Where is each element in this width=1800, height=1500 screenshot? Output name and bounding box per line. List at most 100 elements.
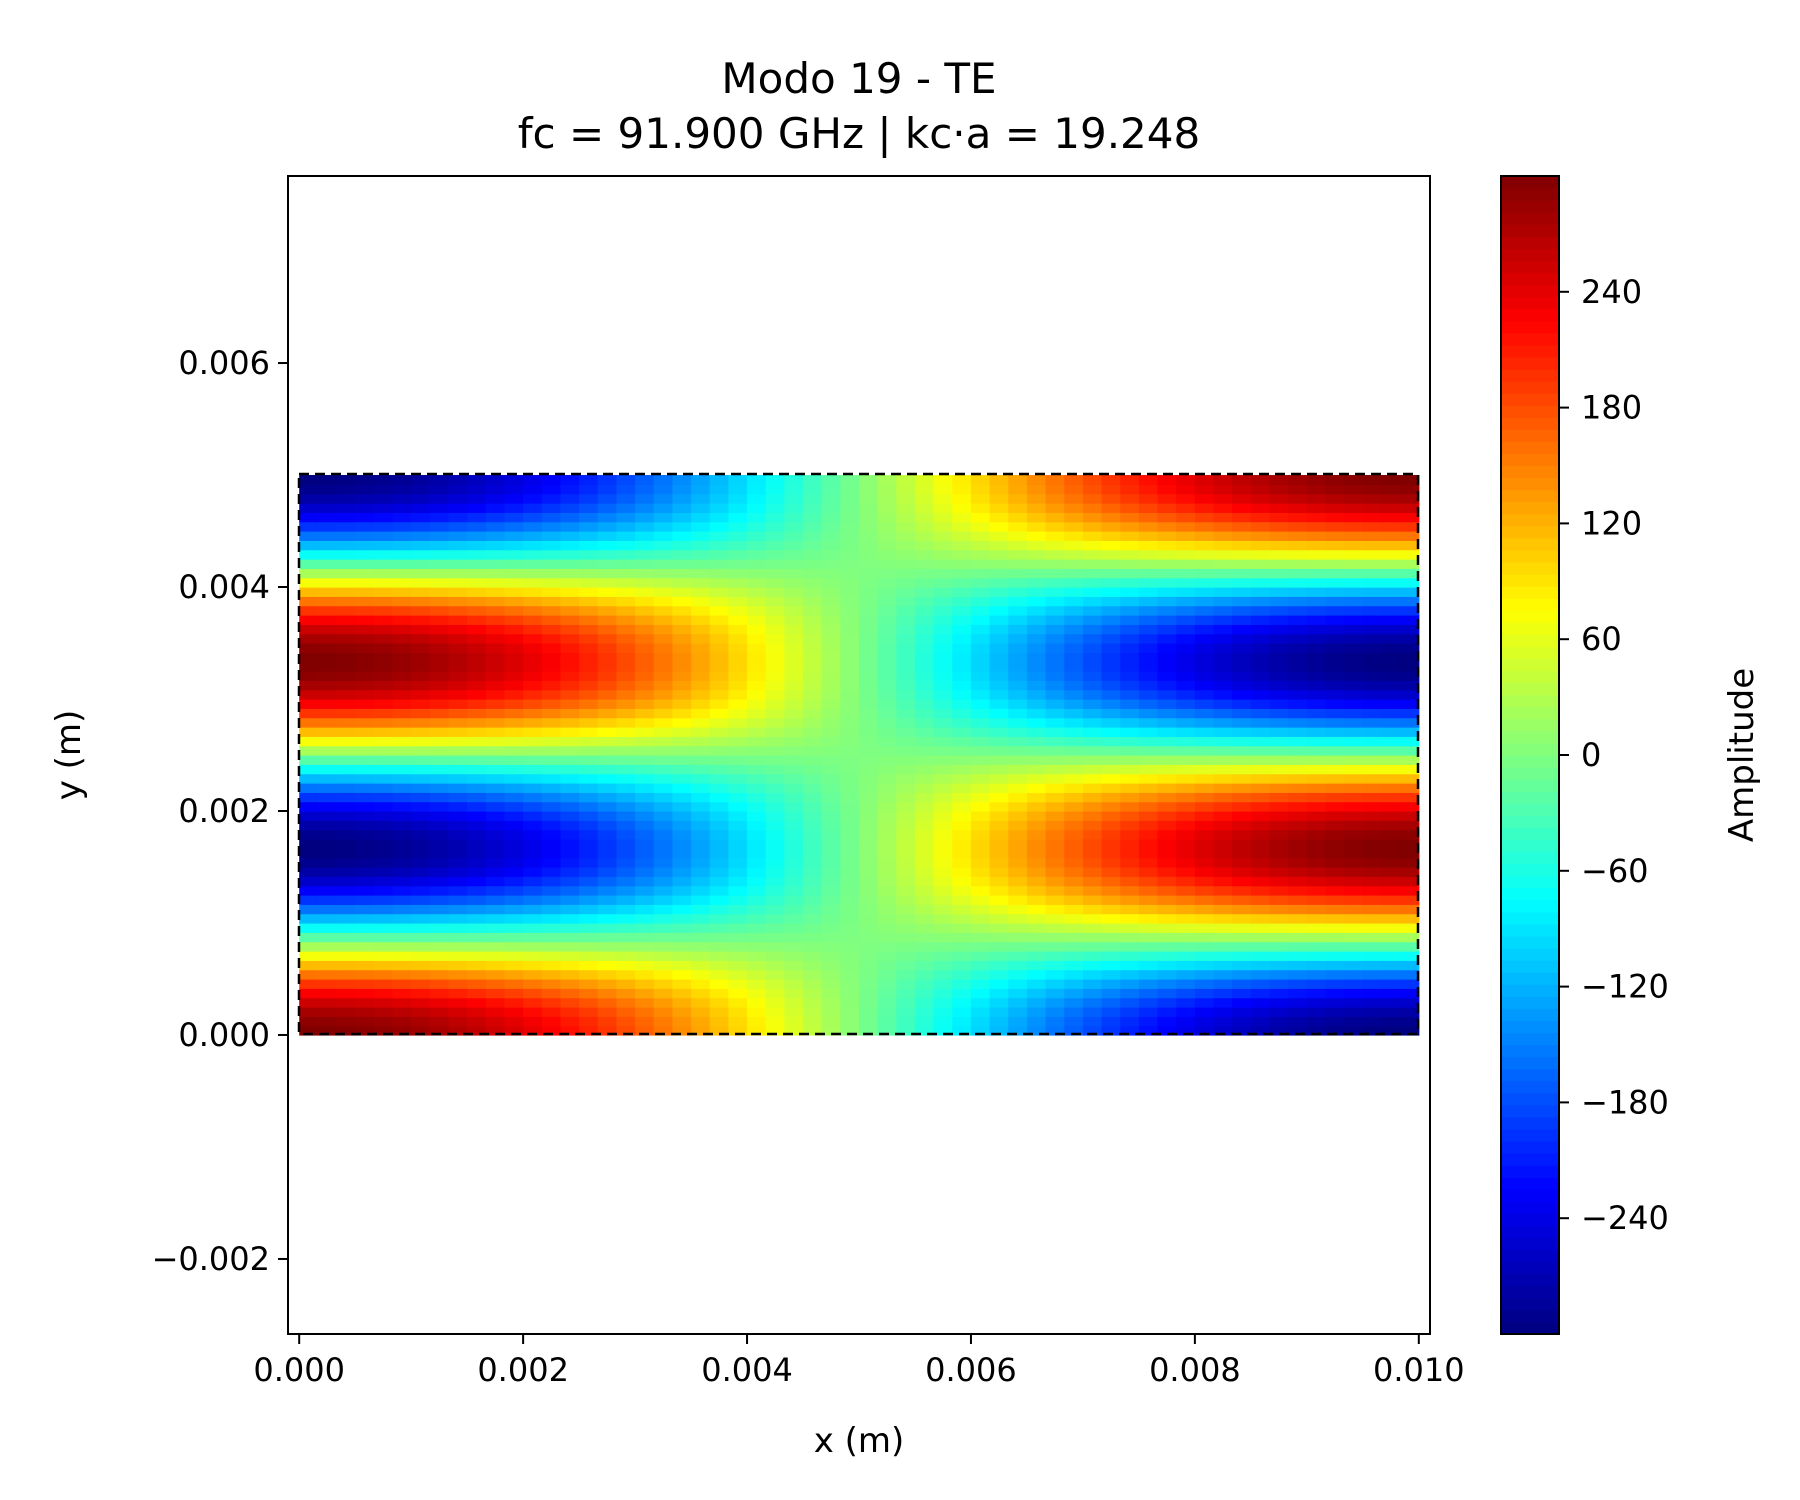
heatmap-cell — [429, 876, 450, 887]
heatmap-cell — [523, 801, 543, 812]
heatmap-cell — [1101, 615, 1121, 625]
heatmap-cell — [1325, 587, 1345, 597]
heatmap-cell — [1213, 969, 1233, 980]
heatmap-cell — [616, 643, 636, 653]
heatmap-cell — [1157, 922, 1177, 933]
heatmap-cell — [485, 699, 506, 709]
heatmap-cell — [970, 941, 991, 952]
colorbar-band — [1501, 1141, 1559, 1154]
heatmap-cell — [597, 960, 618, 971]
heatmap-cell — [933, 727, 953, 737]
heatmap-cell — [1213, 783, 1233, 793]
heatmap-cell — [1064, 960, 1084, 971]
heatmap-cell — [1045, 475, 1065, 485]
heatmap-cell — [1288, 885, 1308, 896]
heatmap-cell — [952, 615, 972, 625]
heatmap-cell — [1306, 531, 1327, 541]
heatmap-cell — [1344, 848, 1364, 859]
heatmap-cell — [914, 661, 935, 672]
heatmap-cell — [952, 941, 972, 952]
heatmap-cell — [560, 633, 580, 644]
colorbar-band — [1501, 501, 1559, 515]
heatmap-cell — [1269, 894, 1289, 905]
heatmap-cell — [1064, 587, 1084, 597]
heatmap-cell — [336, 643, 356, 653]
heatmap-cell — [691, 792, 711, 803]
heatmap-cell — [336, 764, 356, 775]
heatmap-cell — [1213, 755, 1233, 765]
heatmap-cell — [1176, 736, 1196, 747]
heatmap-cell — [747, 894, 767, 905]
colorbar-band — [1501, 634, 1559, 648]
heatmap-cell — [1064, 1025, 1084, 1036]
heatmap-cell — [467, 1025, 487, 1036]
heatmap-cell — [448, 493, 468, 504]
heatmap-cell — [560, 587, 580, 597]
heatmap-cell — [1400, 1006, 1420, 1017]
heatmap-cell — [784, 829, 804, 840]
heatmap-cell — [336, 596, 356, 607]
heatmap-cell — [747, 745, 767, 756]
heatmap-cell — [747, 531, 767, 541]
heatmap-cell — [709, 978, 729, 989]
heatmap-cell — [1026, 652, 1047, 663]
heatmap-cell — [1026, 633, 1047, 644]
heatmap-cell — [1101, 727, 1121, 737]
heatmap-cell — [597, 792, 618, 803]
heatmap-cell — [579, 596, 599, 607]
heatmap-cell — [299, 1016, 319, 1027]
heatmap-cell — [485, 596, 506, 607]
heatmap-cell — [1250, 643, 1271, 653]
heatmap-cell — [579, 1016, 599, 1027]
heatmap-cell — [467, 661, 487, 672]
heatmap-cell — [579, 568, 599, 579]
heatmap-cell — [1101, 838, 1121, 849]
heatmap-cell — [616, 792, 636, 803]
heatmap-cell — [336, 708, 356, 719]
heatmap-cell — [952, 969, 972, 980]
heatmap-cell — [1325, 633, 1345, 644]
heatmap-cell — [1381, 587, 1401, 597]
heatmap-cell — [448, 717, 468, 728]
heatmap-cell — [859, 568, 879, 579]
heatmap-cell — [1232, 801, 1252, 812]
heatmap-cell — [672, 493, 692, 504]
heatmap-cell — [467, 540, 487, 551]
heatmap-cell — [560, 680, 580, 691]
heatmap-cell — [840, 643, 860, 653]
heatmap-cell — [1082, 568, 1103, 579]
heatmap-cell — [1176, 727, 1196, 737]
colorbar-band — [1501, 1044, 1559, 1058]
heatmap-cell — [317, 531, 338, 541]
heatmap-cell — [635, 876, 655, 887]
heatmap-cell — [1045, 671, 1065, 681]
heatmap-cell — [429, 624, 450, 635]
heatmap-cell — [1157, 829, 1177, 840]
heatmap-cell — [989, 736, 1009, 747]
heatmap-cell — [1325, 876, 1345, 887]
heatmap-cell — [952, 764, 972, 775]
heatmap-cell — [877, 652, 897, 663]
heatmap-cell — [560, 894, 580, 905]
heatmap-cell — [821, 1025, 841, 1036]
colorbar-band — [1501, 356, 1559, 370]
heatmap-cell — [336, 801, 356, 812]
heatmap-cell — [1325, 866, 1345, 877]
heatmap-cell — [1381, 717, 1401, 728]
heatmap-cell — [392, 978, 412, 989]
heatmap-cell — [877, 503, 897, 513]
heatmap-cell — [336, 820, 356, 831]
heatmap-cell — [859, 717, 879, 728]
heatmap-cell — [429, 811, 450, 821]
heatmap-cell — [1362, 633, 1383, 644]
heatmap-cell — [1232, 699, 1252, 709]
heatmap-cell — [635, 493, 655, 504]
heatmap-cell — [672, 866, 692, 877]
heatmap-cell — [1250, 745, 1271, 756]
heatmap-cell — [1362, 838, 1383, 849]
heatmap-cell — [1008, 764, 1028, 775]
heatmap-cell — [392, 540, 412, 551]
heatmap-cell — [877, 811, 897, 821]
heatmap-cell — [1157, 764, 1177, 775]
heatmap-cell — [1362, 1025, 1383, 1036]
